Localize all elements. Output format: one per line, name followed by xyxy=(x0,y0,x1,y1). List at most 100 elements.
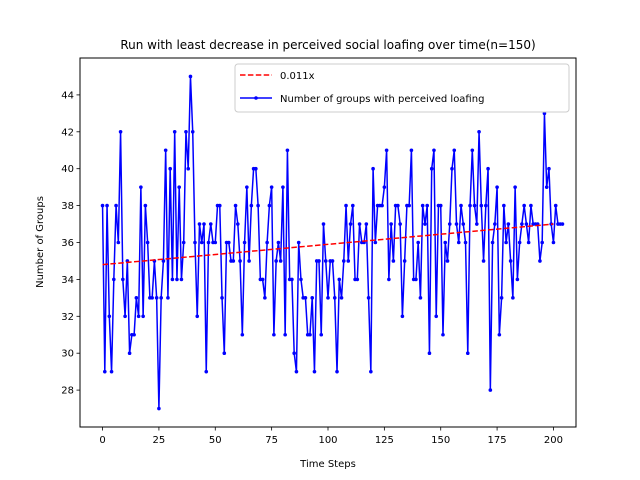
data-point xyxy=(163,148,168,153)
data-point xyxy=(100,203,105,208)
plot-area xyxy=(100,74,565,411)
y-tick-label: 44 xyxy=(61,90,74,101)
data-point xyxy=(380,203,384,208)
data-point xyxy=(236,222,240,226)
data-point xyxy=(206,240,211,245)
data-point xyxy=(515,277,520,282)
data-point xyxy=(276,240,281,245)
data-point xyxy=(247,259,251,263)
data-point xyxy=(502,203,506,208)
data-point xyxy=(486,166,490,171)
x-tick-label: 100 xyxy=(318,435,337,446)
data-point xyxy=(145,240,150,245)
data-point xyxy=(263,296,267,300)
data-point xyxy=(242,240,247,245)
data-point xyxy=(391,259,396,263)
data-point xyxy=(472,203,477,208)
data-point xyxy=(238,259,242,263)
data-point xyxy=(524,222,529,226)
legend-box xyxy=(234,63,570,113)
data-point xyxy=(443,240,448,245)
data-point xyxy=(118,130,123,134)
data-point xyxy=(488,388,493,392)
data-point xyxy=(105,203,109,208)
data-point xyxy=(197,222,202,226)
data-point xyxy=(400,314,405,319)
y-tick-label: 40 xyxy=(61,164,74,175)
data-point xyxy=(150,296,154,300)
data-point xyxy=(387,277,391,282)
data-point xyxy=(468,203,472,208)
chart-title: Run with least decrease in perceived soc… xyxy=(120,38,535,52)
data-point xyxy=(139,185,143,189)
data-point xyxy=(335,369,339,374)
x-tick-label: 25 xyxy=(153,435,166,446)
data-point xyxy=(484,203,488,208)
data-point xyxy=(107,314,112,319)
data-point xyxy=(416,240,420,245)
data-point xyxy=(278,259,283,263)
data-point xyxy=(438,203,443,208)
data-point xyxy=(103,369,107,374)
data-point xyxy=(423,222,427,226)
data-point xyxy=(522,203,526,208)
legend-label-trend: 0.011x xyxy=(280,71,315,82)
x-tick-label: 50 xyxy=(209,435,222,446)
data-point xyxy=(285,148,290,153)
data-point xyxy=(477,130,481,134)
data-point xyxy=(382,185,387,189)
data-point xyxy=(479,203,484,208)
data-point xyxy=(493,222,497,226)
data-point xyxy=(357,222,362,226)
data-point xyxy=(337,277,342,282)
data-point xyxy=(159,296,163,300)
data-point xyxy=(499,296,504,300)
data-point xyxy=(456,240,461,245)
data-point xyxy=(454,222,459,226)
data-point xyxy=(222,351,227,356)
data-point xyxy=(114,203,118,208)
data-point xyxy=(414,277,418,282)
data-point xyxy=(168,166,172,171)
x-tick-label: 150 xyxy=(431,435,450,446)
data-point xyxy=(170,277,175,282)
data-point xyxy=(310,296,315,300)
data-point xyxy=(418,296,423,300)
data-point xyxy=(213,240,218,245)
data-point xyxy=(447,222,452,226)
trend-line xyxy=(102,223,554,266)
data-point xyxy=(323,259,328,263)
data-point xyxy=(364,222,369,226)
data-point xyxy=(551,240,556,245)
data-point xyxy=(116,240,121,245)
data-point xyxy=(127,351,132,356)
data-point xyxy=(355,277,360,282)
data-point xyxy=(339,296,344,300)
data-point xyxy=(175,277,179,282)
data-point xyxy=(184,130,188,134)
data-point xyxy=(199,240,204,245)
data-point xyxy=(157,406,161,411)
data-point xyxy=(384,148,389,153)
data-point xyxy=(249,203,254,208)
data-point xyxy=(177,185,181,189)
data-point xyxy=(256,203,260,208)
axes-frame xyxy=(79,57,577,428)
data-point xyxy=(188,74,193,79)
data-point xyxy=(132,332,136,337)
data-point xyxy=(269,185,274,189)
data-point xyxy=(109,369,114,374)
data-point xyxy=(186,166,191,171)
data-point xyxy=(267,203,272,208)
data-point xyxy=(202,222,206,226)
x-tick-label: 125 xyxy=(375,435,394,446)
data-point xyxy=(461,222,466,226)
data-point xyxy=(312,369,317,374)
data-point xyxy=(179,277,184,282)
data-point xyxy=(233,203,238,208)
data-point xyxy=(481,259,486,263)
x-axis-title: Time Steps xyxy=(299,459,356,470)
x-axis: 0 25 50 75 100 125 150 175 200 xyxy=(99,427,563,446)
data-point xyxy=(161,259,166,263)
legend-label-data: Number of groups with perceived loafing xyxy=(280,94,484,105)
